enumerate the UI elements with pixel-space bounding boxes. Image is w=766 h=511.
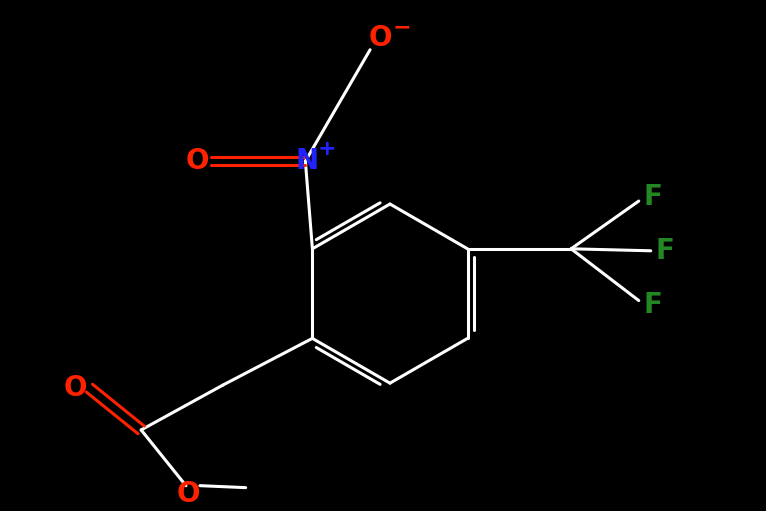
Text: F: F — [643, 183, 662, 211]
Text: N: N — [296, 147, 319, 175]
Text: −: − — [393, 18, 411, 38]
Text: O: O — [176, 480, 200, 507]
Text: O: O — [64, 374, 87, 402]
Text: O: O — [185, 147, 208, 175]
Text: F: F — [655, 237, 674, 265]
Text: O: O — [368, 24, 391, 52]
Text: F: F — [643, 291, 662, 318]
Text: +: + — [318, 140, 336, 159]
